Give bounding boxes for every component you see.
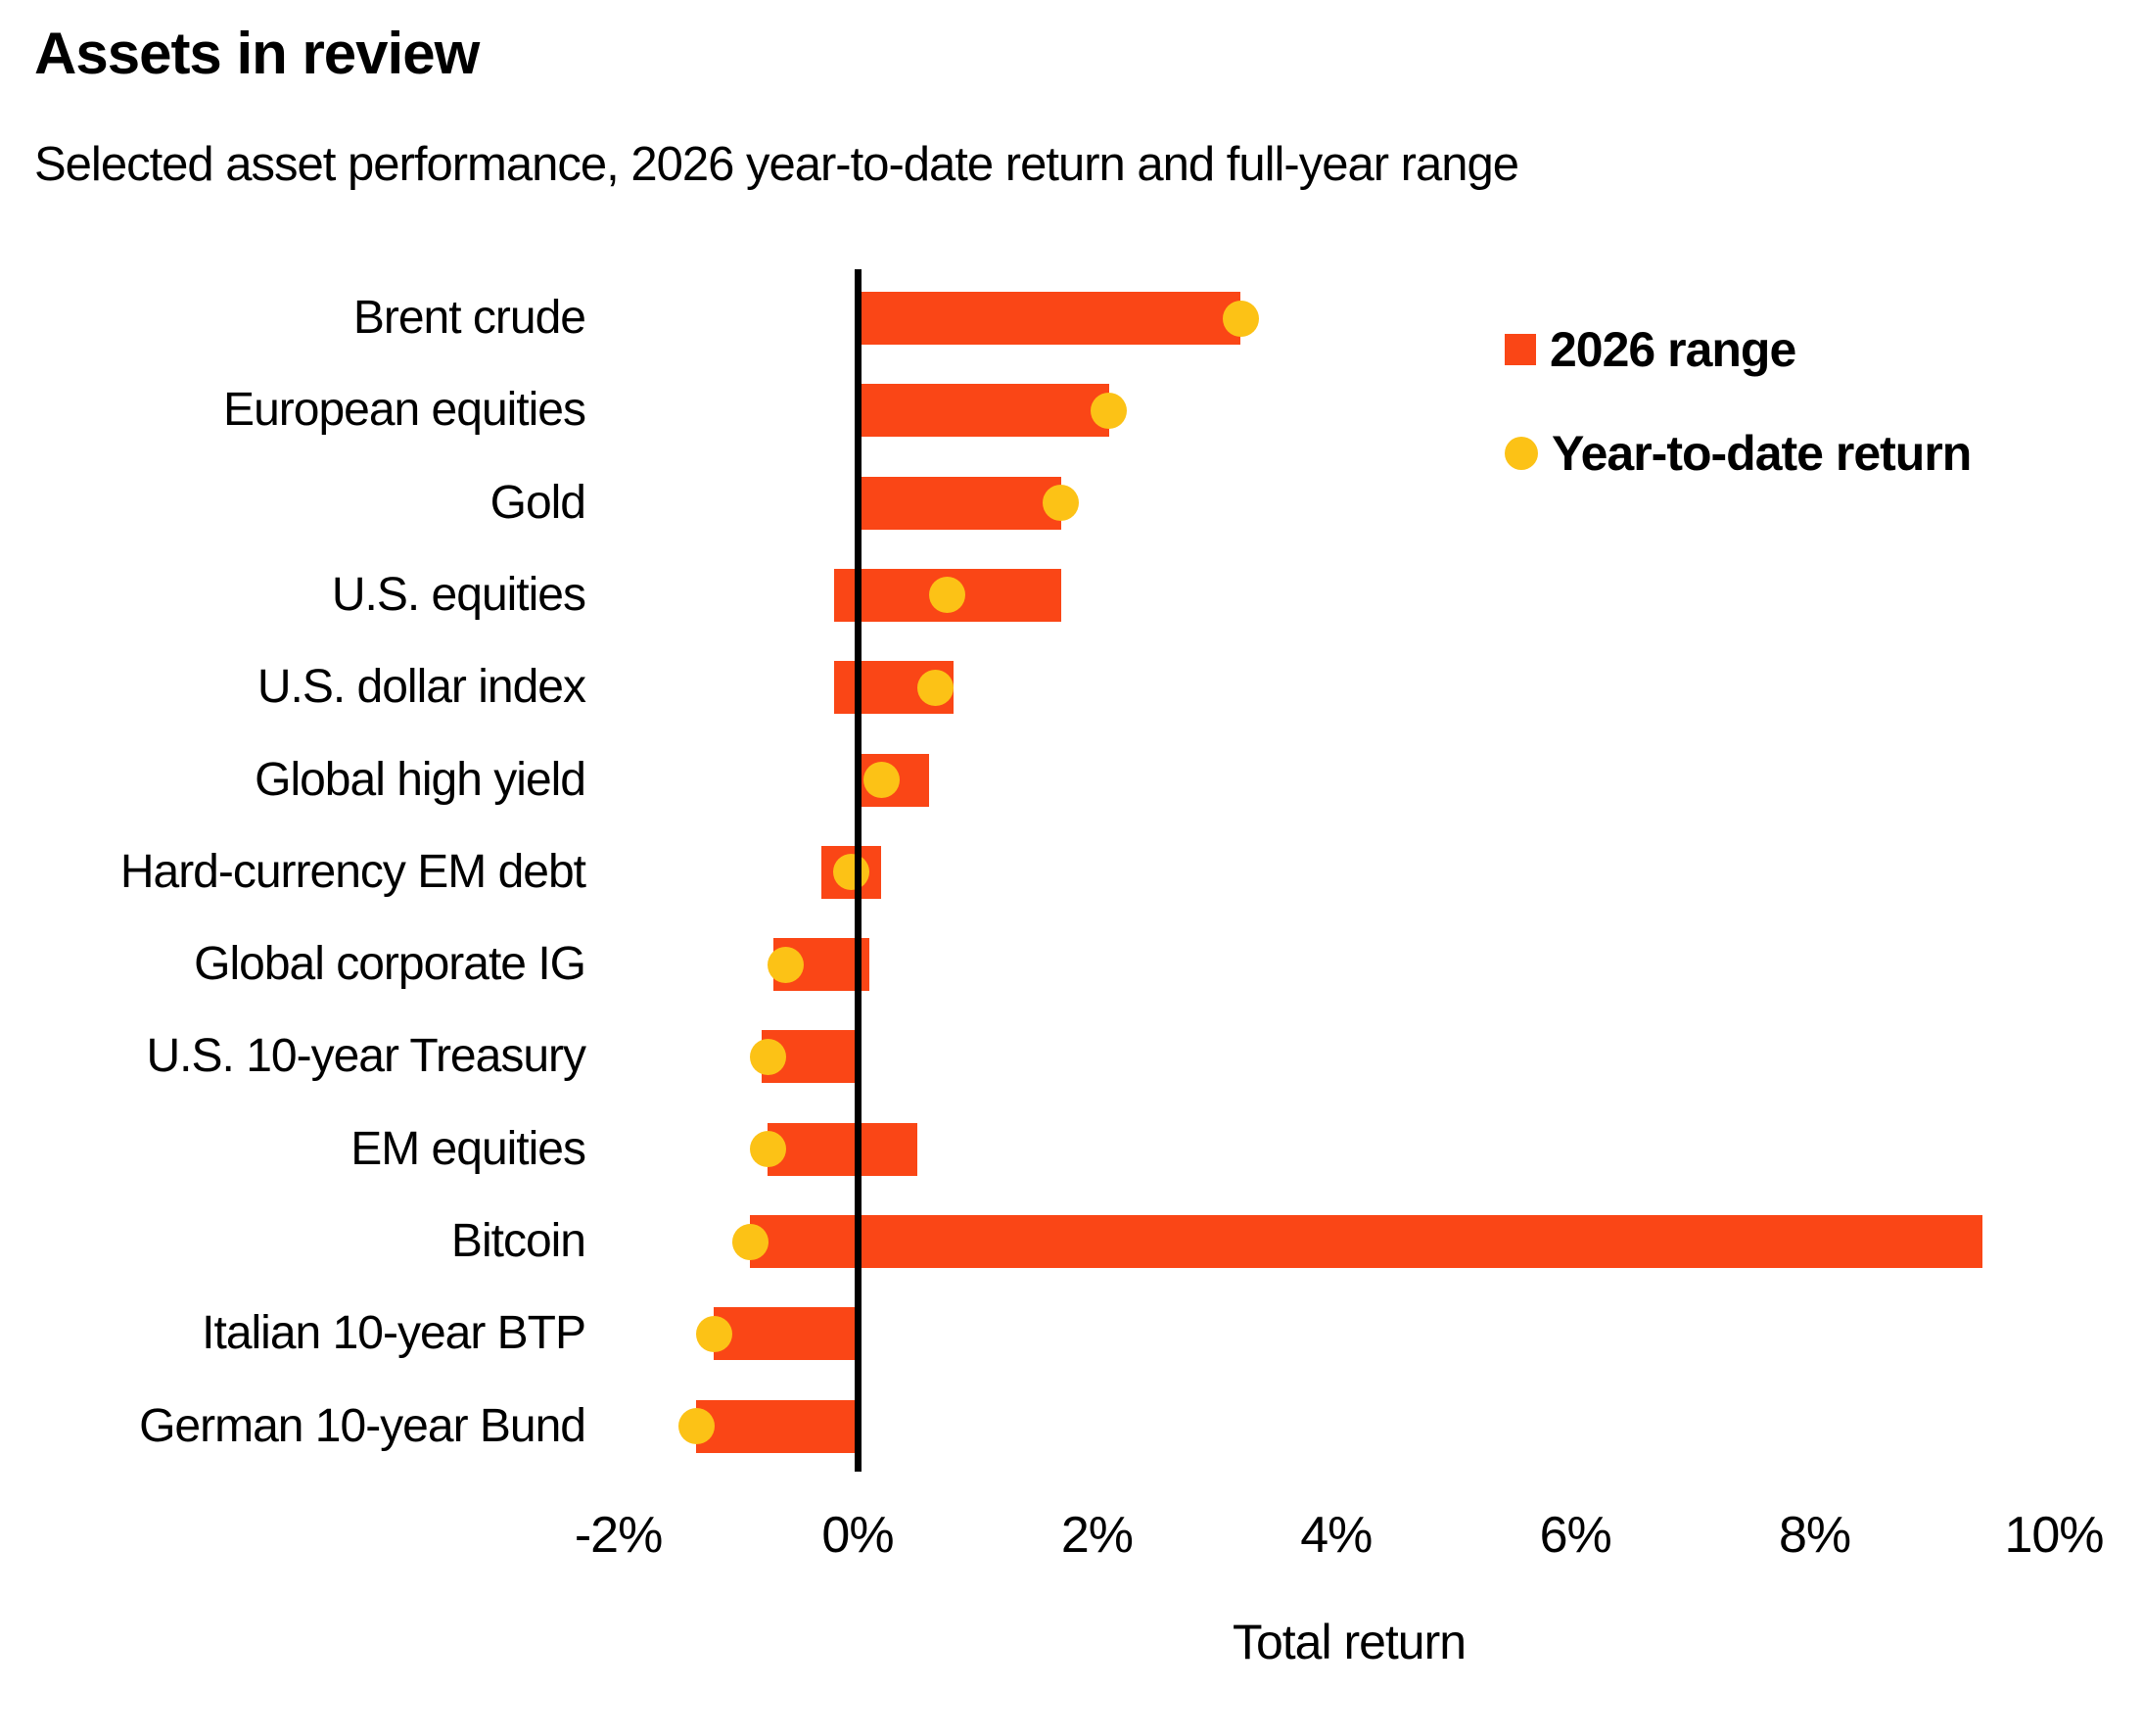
category-label: U.S. dollar index [256,661,586,714]
category-label: U.S. 10-year Treasury [146,1030,587,1083]
ytd-dot [1091,392,1128,429]
ytd-dot [677,1408,715,1445]
chart-subtitle: Selected asset performance, 2026 year-to… [34,138,1519,191]
category-label: Brent crude [352,292,586,344]
category-label: Hard-currency EM debt [119,845,586,898]
x-tick-label: 8% [1779,1507,1851,1564]
category-label: Bitcoin [450,1215,586,1267]
category-label: German 10-year Bund [139,1399,586,1452]
zero-axis-line [854,269,862,1472]
ytd-dot [1043,485,1080,522]
x-tick-label: 2% [1060,1507,1134,1564]
category-label: Gold [489,476,586,529]
legend-item-2026-range: 2026 range [1505,321,1796,378]
ytd-dot [695,1315,732,1352]
legend-label-range: 2026 range [1550,322,1796,377]
ytd-dot [929,577,966,614]
category-label: Global high yield [255,753,586,806]
x-axis-title: Total return [1232,1615,1467,1669]
range-swatch-icon [1505,334,1536,365]
x-tick-label: 6% [1539,1507,1612,1564]
range-bar [858,476,1061,530]
ytd-dot [749,1131,786,1168]
chart-title: Assets in review [34,21,480,86]
range-bar [858,292,1241,345]
ytd-dot [731,1223,769,1260]
range-bar [696,1399,858,1453]
category-label: EM equities [350,1122,586,1175]
ytd-dot [833,854,870,891]
ytd-swatch-icon [1505,437,1538,470]
ytd-dot [768,946,805,983]
x-tick-label: 10% [2004,1507,2104,1564]
legend-label-ytd: Year-to-date return [1552,426,1972,481]
range-bar [750,1215,1982,1268]
x-tick-label: 0% [821,1507,894,1564]
x-tick-label: -2% [574,1507,663,1564]
ytd-dot [749,1038,786,1075]
category-label: Italian 10-year BTP [202,1307,586,1360]
x-tick-label: 4% [1300,1507,1373,1564]
range-bar [714,1307,858,1361]
ytd-dot [862,762,900,798]
range-bar [768,1122,918,1176]
ytd-dot [916,669,954,706]
category-label: Global corporate IG [194,938,586,991]
category-label: U.S. equities [331,568,586,621]
range-bar [858,384,1109,438]
ytd-dot [1222,300,1259,337]
category-label: European equities [223,384,586,437]
legend-item-ytd-return: Year-to-date return [1505,425,1972,482]
